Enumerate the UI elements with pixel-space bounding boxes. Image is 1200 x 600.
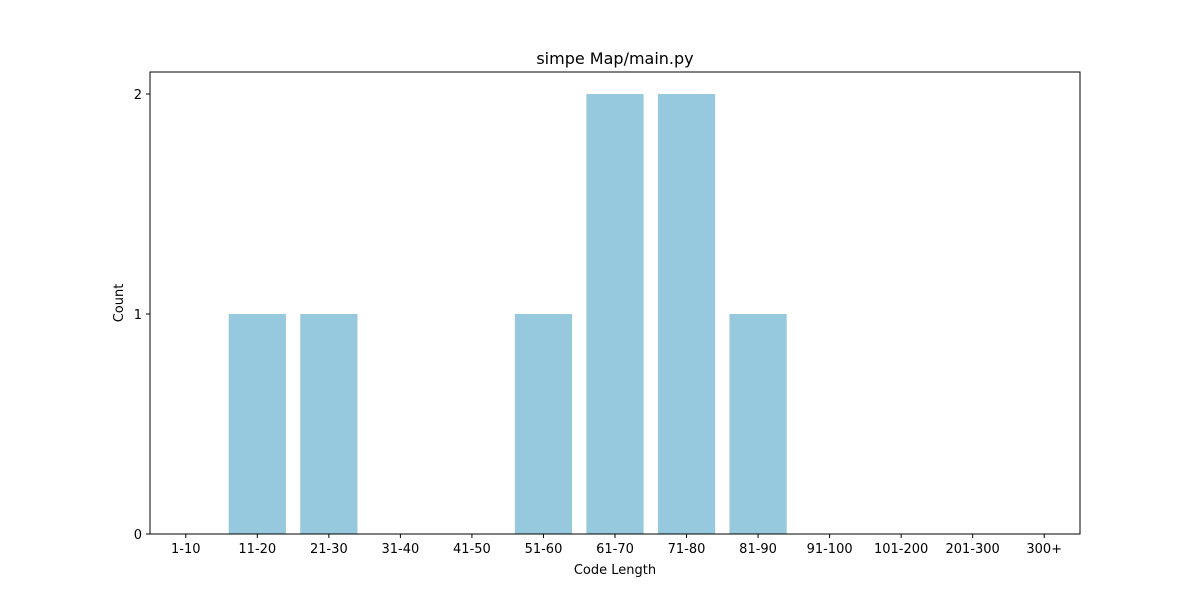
y-tick-label: 2 <box>134 88 142 103</box>
x-axis-label: Code Length <box>574 563 656 578</box>
x-tick-label: 41-50 <box>453 542 491 557</box>
x-tick-label: 21-30 <box>310 542 348 557</box>
y-axis-ticks: 0 1 2 <box>134 88 150 543</box>
x-tick-label: 81-90 <box>739 542 777 557</box>
bar-11-20 <box>228 314 286 534</box>
x-axis-ticks: 1-10 11-20 21-30 31-40 41-50 51-60 61-70 71-80 8… <box>171 534 1062 557</box>
x-tick-label: 11-20 <box>238 542 276 557</box>
bar-61-70 <box>586 94 644 534</box>
x-tick-label: 31-40 <box>381 542 419 557</box>
bars-group <box>228 94 787 534</box>
bar-81-90 <box>729 314 787 534</box>
x-tick-label: 61-70 <box>596 542 634 557</box>
x-tick-label: 300+ <box>1026 542 1062 557</box>
bar-21-30 <box>300 314 358 534</box>
x-tick-label: 201-300 <box>946 542 1000 557</box>
y-tick-label: 1 <box>134 308 142 323</box>
bar-71-80 <box>657 94 716 534</box>
bar-51-60 <box>514 314 573 534</box>
x-tick-label: 101-200 <box>874 542 928 557</box>
x-tick-label: 71-80 <box>668 542 706 557</box>
chart-title: simpe Map/main.py <box>536 49 693 68</box>
y-tick-label: 0 <box>134 528 142 543</box>
x-tick-label: 51-60 <box>525 542 563 557</box>
x-tick-label: 91-100 <box>807 542 853 557</box>
y-axis-label: Count <box>112 284 127 323</box>
x-tick-label: 1-10 <box>171 542 201 557</box>
